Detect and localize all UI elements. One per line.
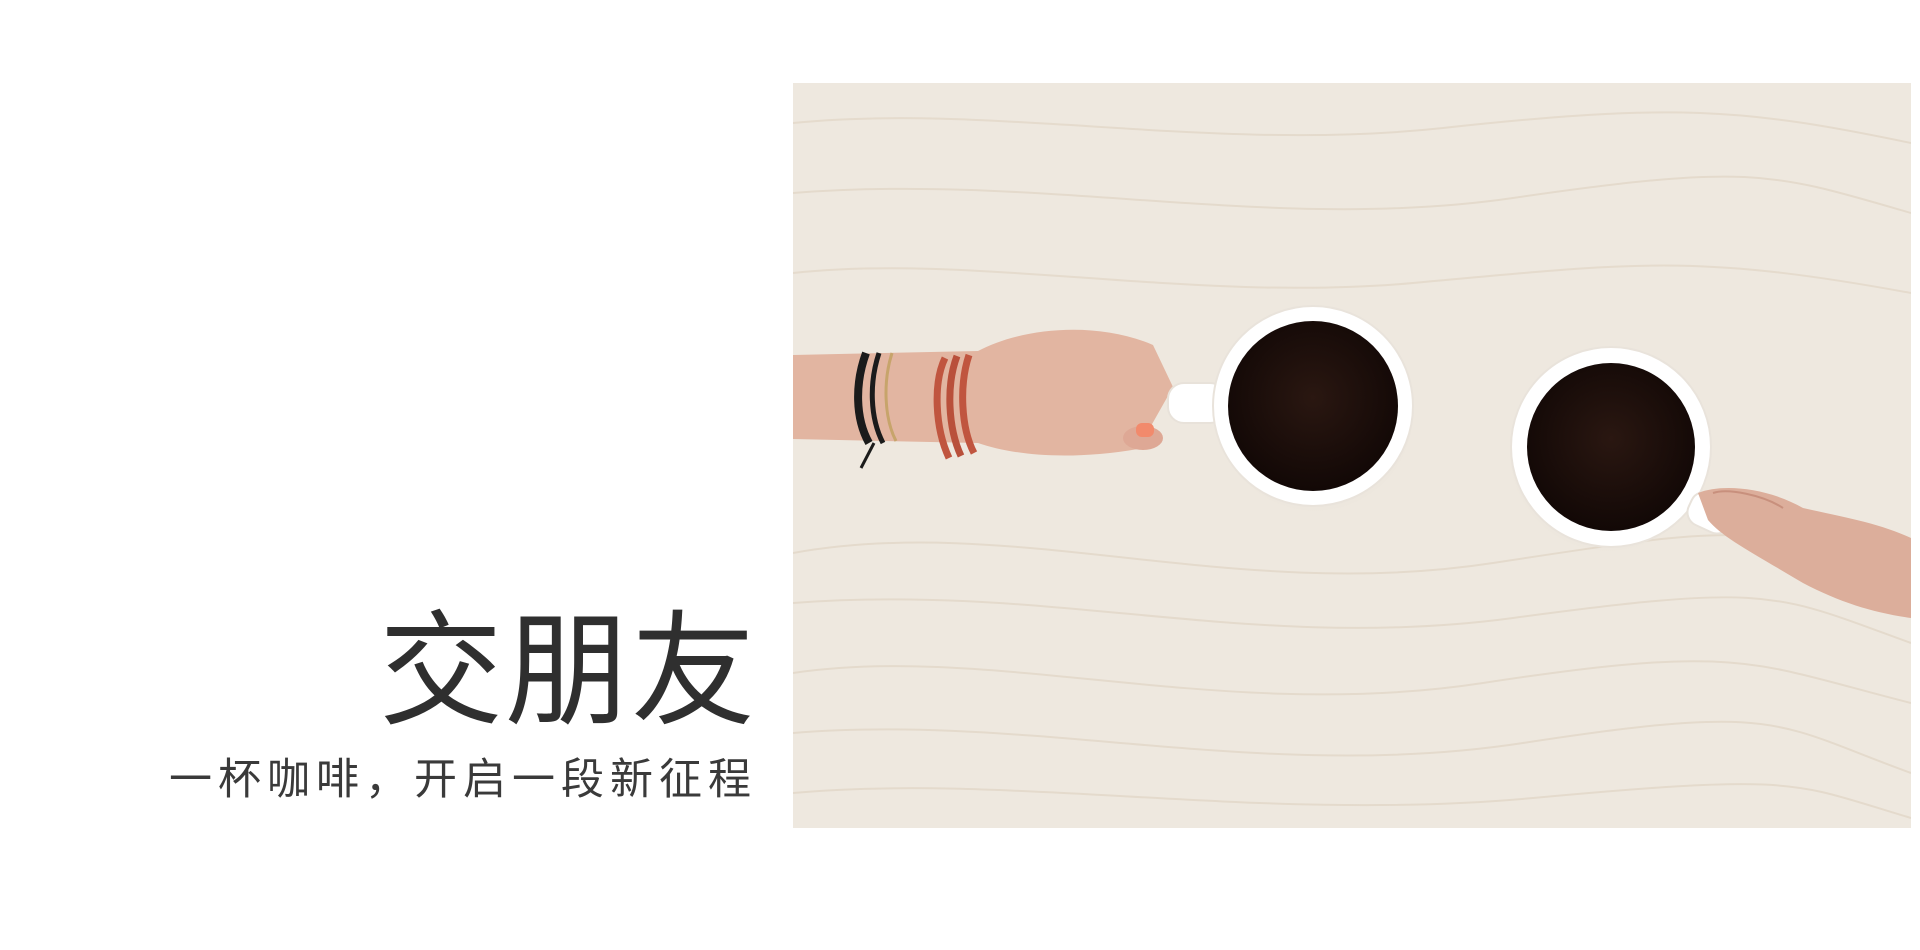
left-hand bbox=[793, 329, 1173, 456]
slide-subtitle: 一杯咖啡，开启一段新征程 bbox=[169, 755, 757, 805]
right-hand bbox=[1698, 488, 1911, 618]
bracelets bbox=[854, 351, 978, 469]
coffee-photo bbox=[793, 83, 1911, 828]
slide-title: 交朋友 bbox=[378, 600, 757, 744]
nail bbox=[1136, 423, 1154, 437]
wood-grain bbox=[793, 111, 1911, 819]
left-coffee-cup bbox=[1167, 305, 1415, 513]
text-block: 交朋友 一杯咖啡，开启一段新征程 bbox=[169, 610, 757, 802]
